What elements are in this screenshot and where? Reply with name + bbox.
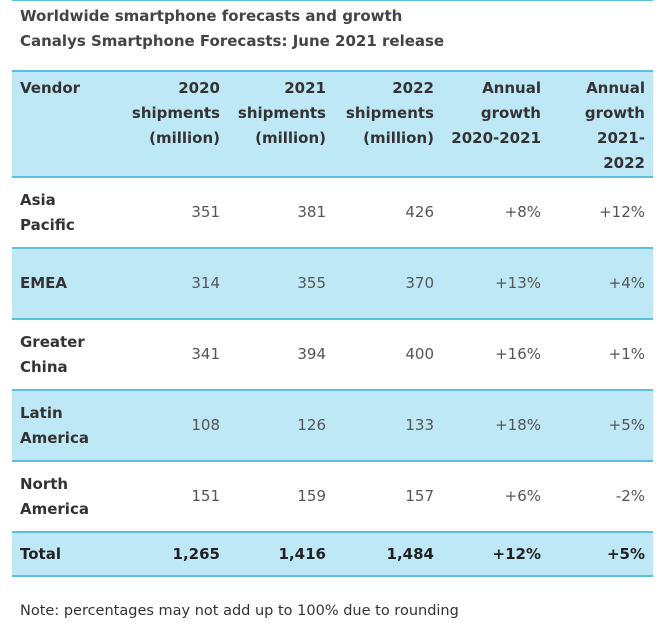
vendor-cell: Asia Pacific xyxy=(12,177,122,249)
shipments-2020-cell: 341 xyxy=(122,319,228,391)
total-growth-2020-2021-cell: +12% xyxy=(442,532,549,577)
shipments-2022-cell: 426 xyxy=(334,177,442,249)
vendor-line: Pacific xyxy=(20,215,75,234)
total-2020-cell: 1,265 xyxy=(122,532,228,577)
growth-2020-2021-cell: +18% xyxy=(442,390,549,462)
header-line: growth xyxy=(480,104,541,122)
header-line: (million) xyxy=(149,129,220,147)
shipments-2021-cell: 355 xyxy=(228,248,334,320)
shipments-2021-cell: 126 xyxy=(228,390,334,462)
vendor-cell: Latin America xyxy=(12,390,122,462)
title-block: Worldwide smartphone forecasts and growt… xyxy=(12,0,653,70)
header-2021-shipments: 2021 shipments (million) xyxy=(228,70,334,178)
header-growth-2021-2022: Annual growth 2021-2022 xyxy=(549,70,653,178)
vendor-cell: EMEA xyxy=(12,248,122,320)
shipments-2020-cell: 351 xyxy=(122,177,228,249)
shipments-2020-cell: 314 xyxy=(122,248,228,320)
growth-2020-2021-cell: +8% xyxy=(442,177,549,249)
vendor-line: North xyxy=(20,474,69,493)
header-line: shipments xyxy=(345,104,434,122)
header-line: 2020-2021 xyxy=(451,129,541,147)
shipments-2021-cell: 159 xyxy=(228,461,334,533)
header-line: (million) xyxy=(255,129,326,147)
total-row: Total 1,265 1,416 1,484 +12% +5% xyxy=(12,532,653,577)
header-row: Vendor 2020 shipments (million) 2021 shi… xyxy=(12,70,653,178)
growth-2021-2022-cell: +5% xyxy=(549,390,653,462)
header-line: Vendor xyxy=(20,79,81,97)
growth-2020-2021-cell: +6% xyxy=(442,461,549,533)
growth-2020-2021-cell: +16% xyxy=(442,319,549,391)
header-line: (million) xyxy=(363,129,434,147)
shipments-2022-cell: 400 xyxy=(334,319,442,391)
header-growth-2020-2021: Annual growth 2020-2021 xyxy=(442,70,549,178)
growth-2021-2022-cell: +4% xyxy=(549,248,653,320)
header-line: Annual xyxy=(482,79,541,97)
vendor-cell: North America xyxy=(12,461,122,533)
growth-2021-2022-cell: +1% xyxy=(549,319,653,391)
vendor-cell: Greater China xyxy=(12,319,122,391)
table-row: EMEA 314 355 370 +13% +4% xyxy=(12,248,653,320)
header-line: shipments xyxy=(237,104,326,122)
vendor-line: Asia xyxy=(20,190,56,209)
shipments-2022-cell: 157 xyxy=(334,461,442,533)
vendor-line: Greater xyxy=(20,332,85,351)
shipments-2021-cell: 394 xyxy=(228,319,334,391)
shipments-2022-cell: 133 xyxy=(334,390,442,462)
vendor-line: EMEA xyxy=(20,274,68,292)
table-row: Asia Pacific 351 381 426 +8% +12% xyxy=(12,177,653,249)
header-vendor: Vendor xyxy=(12,70,122,178)
table-row: Greater China 341 394 400 +16% +1% xyxy=(12,319,653,391)
vendor-line: America xyxy=(20,428,89,447)
forecast-table: Vendor 2020 shipments (million) 2021 shi… xyxy=(12,70,653,577)
vendor-line: Latin xyxy=(20,403,63,422)
vendor-line: America xyxy=(20,499,89,518)
shipments-2022-cell: 370 xyxy=(334,248,442,320)
growth-2021-2022-cell: +12% xyxy=(549,177,653,249)
header-line: Annual xyxy=(586,79,645,97)
table-row: Latin America 108 126 133 +18% +5% xyxy=(12,390,653,462)
shipments-2020-cell: 108 xyxy=(122,390,228,462)
shipments-2021-cell: 381 xyxy=(228,177,334,249)
footnote: Note: percentages may not add up to 100%… xyxy=(20,603,459,619)
shipments-2020-cell: 151 xyxy=(122,461,228,533)
total-label: Total xyxy=(12,532,122,577)
total-2021-cell: 1,416 xyxy=(228,532,334,577)
growth-2021-2022-cell: -2% xyxy=(549,461,653,533)
header-line: 2021-2022 xyxy=(597,129,645,172)
forecast-table-container: Worldwide smartphone forecasts and growt… xyxy=(12,0,653,577)
header-line: 2021 xyxy=(284,79,326,97)
table-title: Worldwide smartphone forecasts and growt… xyxy=(20,7,403,25)
header-2020-shipments: 2020 shipments (million) xyxy=(122,70,228,178)
header-2022-shipments: 2022 shipments (million) xyxy=(334,70,442,178)
header-line: 2020 xyxy=(178,79,220,97)
growth-2020-2021-cell: +13% xyxy=(442,248,549,320)
table-row: North America 151 159 157 +6% -2% xyxy=(12,461,653,533)
header-line: shipments xyxy=(131,104,220,122)
total-growth-2021-2022-cell: +5% xyxy=(549,532,653,577)
header-line: 2022 xyxy=(392,79,434,97)
table-subtitle: Canalys Smartphone Forecasts: June 2021 … xyxy=(20,32,445,50)
vendor-line: China xyxy=(20,357,68,376)
total-2022-cell: 1,484 xyxy=(334,532,442,577)
header-line: growth xyxy=(584,104,645,122)
